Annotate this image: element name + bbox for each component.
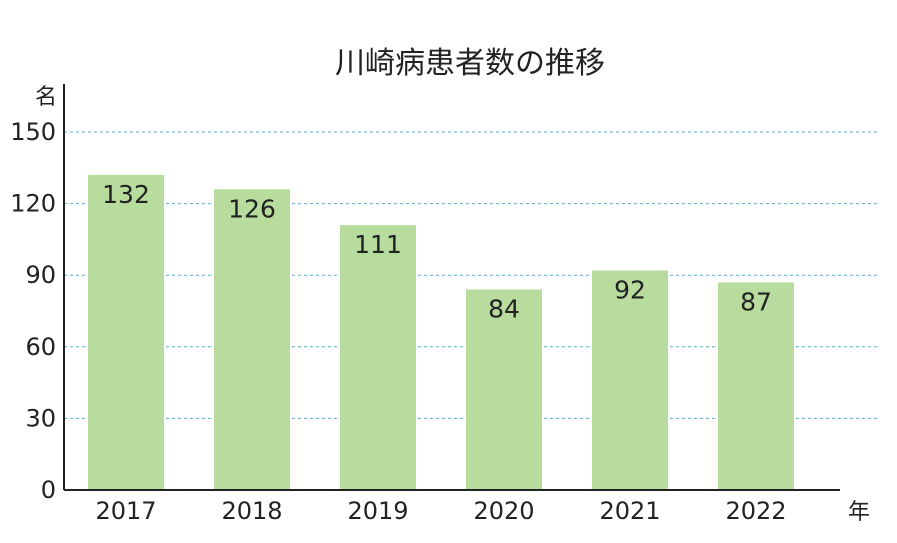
x-tick-label: 2017 [95, 497, 156, 525]
bar-value-label: 87 [740, 287, 772, 316]
x-tick-label: 2019 [347, 497, 408, 525]
y-tick-label: 90 [25, 261, 56, 289]
bar [466, 289, 542, 490]
bars: 132 126 111 84 92 87 [88, 174, 794, 490]
x-tick-label: 2022 [725, 497, 786, 525]
y-tick-label: 60 [25, 333, 56, 361]
bar-value-label: 126 [228, 194, 276, 223]
x-tick-label: 2020 [473, 497, 534, 525]
bar-value-label: 111 [354, 230, 402, 259]
axes [63, 84, 840, 491]
tick-labels: 0 30 60 90 120 150 2017 2018 2019 2020 2021 2022 [10, 118, 786, 525]
chart-title: 川崎病患者数の推移 [335, 46, 605, 81]
y-tick-label: 30 [25, 404, 56, 432]
bar-value-label: 132 [102, 180, 150, 209]
x-tick-label: 2018 [221, 497, 282, 525]
bar [592, 270, 668, 490]
bar [88, 174, 164, 490]
y-tick-label: 120 [10, 190, 56, 218]
y-axis-unit-label: 名 [35, 85, 57, 110]
y-tick-label: 150 [10, 118, 56, 146]
bar-value-label: 84 [488, 295, 520, 324]
bar [214, 189, 290, 490]
y-tick-label: 0 [41, 476, 56, 504]
bar [340, 225, 416, 490]
x-tick-label: 2021 [599, 497, 660, 525]
bar [718, 282, 794, 490]
x-axis-unit-label: 年 [848, 500, 870, 525]
bar-value-label: 92 [614, 275, 646, 304]
